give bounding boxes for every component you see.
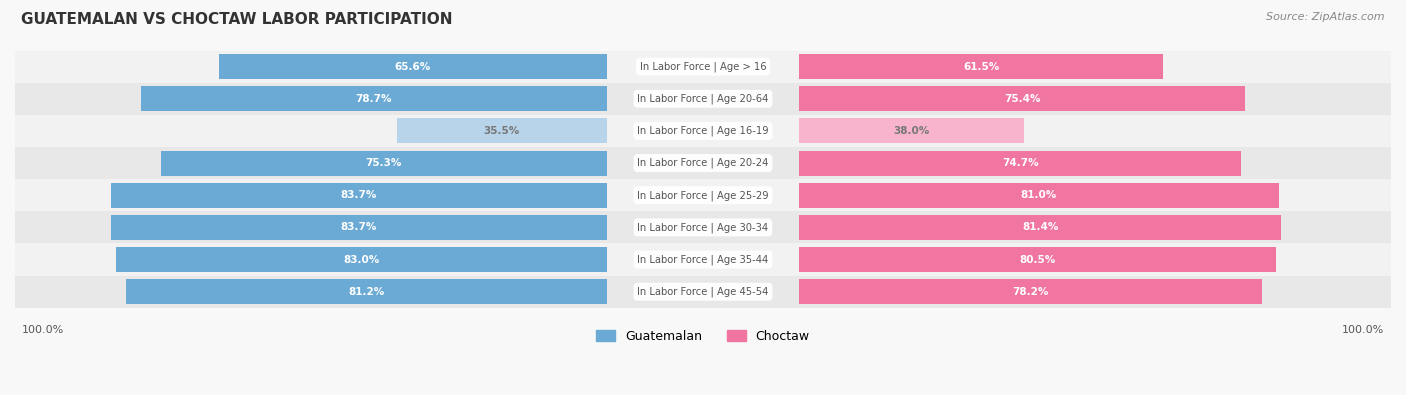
Text: In Labor Force | Age 20-64: In Labor Force | Age 20-64 xyxy=(637,94,769,104)
Text: 83.0%: 83.0% xyxy=(343,254,380,265)
Bar xyxy=(141,86,606,111)
Text: 83.7%: 83.7% xyxy=(340,222,377,232)
Text: In Labor Force | Age 25-29: In Labor Force | Age 25-29 xyxy=(637,190,769,201)
Bar xyxy=(800,86,1246,111)
Text: In Labor Force | Age 45-54: In Labor Force | Age 45-54 xyxy=(637,286,769,297)
Text: 74.7%: 74.7% xyxy=(1002,158,1039,168)
Bar xyxy=(15,179,1391,211)
Bar xyxy=(800,183,1278,208)
Text: 78.7%: 78.7% xyxy=(356,94,392,104)
Text: 61.5%: 61.5% xyxy=(963,62,1000,71)
Text: 80.5%: 80.5% xyxy=(1019,254,1056,265)
Text: 75.4%: 75.4% xyxy=(1004,94,1040,104)
Legend: Guatemalan, Choctaw: Guatemalan, Choctaw xyxy=(591,325,815,348)
Bar xyxy=(396,118,606,143)
Bar xyxy=(127,279,606,304)
Text: 100.0%: 100.0% xyxy=(22,325,65,335)
Text: 81.4%: 81.4% xyxy=(1022,222,1059,232)
Bar xyxy=(15,83,1391,115)
Bar xyxy=(800,150,1241,176)
Bar xyxy=(15,115,1391,147)
Bar xyxy=(800,215,1281,240)
Bar xyxy=(15,147,1391,179)
Text: In Labor Force | Age 35-44: In Labor Force | Age 35-44 xyxy=(637,254,769,265)
Bar xyxy=(111,215,606,240)
Bar xyxy=(15,51,1391,83)
Text: In Labor Force | Age 30-34: In Labor Force | Age 30-34 xyxy=(637,222,769,233)
Bar xyxy=(15,211,1391,243)
Text: 81.2%: 81.2% xyxy=(349,287,385,297)
Text: 81.0%: 81.0% xyxy=(1021,190,1057,200)
Text: 83.7%: 83.7% xyxy=(340,190,377,200)
Text: Source: ZipAtlas.com: Source: ZipAtlas.com xyxy=(1267,12,1385,22)
Bar xyxy=(15,276,1391,308)
Text: 78.2%: 78.2% xyxy=(1012,287,1049,297)
Bar xyxy=(162,150,606,176)
Text: 38.0%: 38.0% xyxy=(894,126,929,136)
Text: 65.6%: 65.6% xyxy=(395,62,430,71)
Bar xyxy=(218,54,606,79)
Text: 35.5%: 35.5% xyxy=(484,126,520,136)
Bar xyxy=(115,247,606,272)
Bar xyxy=(800,118,1024,143)
Text: 75.3%: 75.3% xyxy=(366,158,402,168)
Bar xyxy=(800,247,1275,272)
Text: In Labor Force | Age 20-24: In Labor Force | Age 20-24 xyxy=(637,158,769,168)
Bar xyxy=(111,183,606,208)
Bar xyxy=(800,54,1163,79)
Text: In Labor Force | Age > 16: In Labor Force | Age > 16 xyxy=(640,61,766,72)
Bar xyxy=(15,243,1391,276)
Text: In Labor Force | Age 16-19: In Labor Force | Age 16-19 xyxy=(637,126,769,136)
Text: 100.0%: 100.0% xyxy=(1341,325,1384,335)
Text: GUATEMALAN VS CHOCTAW LABOR PARTICIPATION: GUATEMALAN VS CHOCTAW LABOR PARTICIPATIO… xyxy=(21,12,453,27)
Bar xyxy=(800,279,1263,304)
